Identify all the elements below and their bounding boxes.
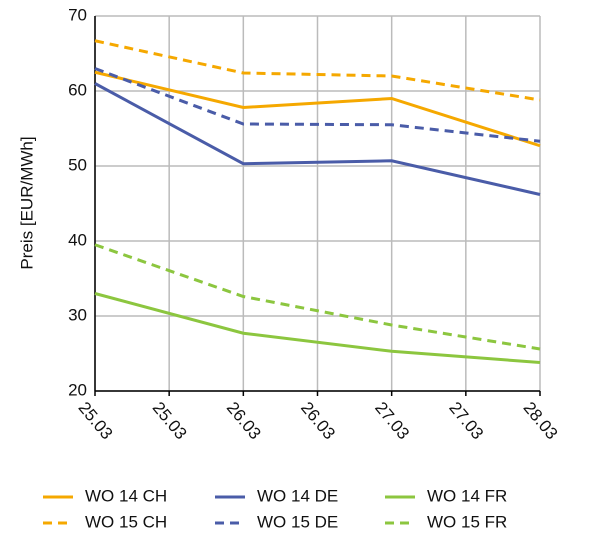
legend-label: WO 15 CH	[85, 512, 167, 531]
x-tick-label: 26.03	[297, 398, 339, 443]
y-tick-label: 50	[68, 155, 87, 174]
series-line	[94, 39, 541, 102]
series-line	[94, 292, 541, 364]
y-tick-label: 20	[68, 380, 87, 399]
y-tick-label: 70	[68, 5, 87, 24]
series-line	[94, 82, 541, 196]
legend-label: WO 15 FR	[427, 512, 507, 531]
x-tick-label: 26.03	[223, 398, 265, 443]
x-tick-label: 25.03	[75, 398, 117, 443]
x-tick-label: 25.03	[149, 398, 191, 443]
y-tick-label: 30	[68, 305, 87, 324]
legend-label: WO 15 DE	[257, 512, 338, 531]
y-tick-label: 40	[68, 230, 87, 249]
legend-label: WO 14 DE	[257, 486, 338, 505]
series-line	[94, 67, 541, 143]
x-tick-label: 27.03	[371, 398, 413, 443]
legend-label: WO 14 FR	[427, 486, 507, 505]
series-line	[94, 243, 541, 351]
y-axis-label: Preis [EUR/MWh]	[17, 136, 36, 269]
x-tick-label: 28.03	[520, 398, 562, 443]
y-tick-label: 60	[68, 80, 87, 99]
x-tick-label: 27.03	[445, 398, 487, 443]
legend-label: WO 14 CH	[85, 486, 167, 505]
series-line	[94, 70, 541, 148]
